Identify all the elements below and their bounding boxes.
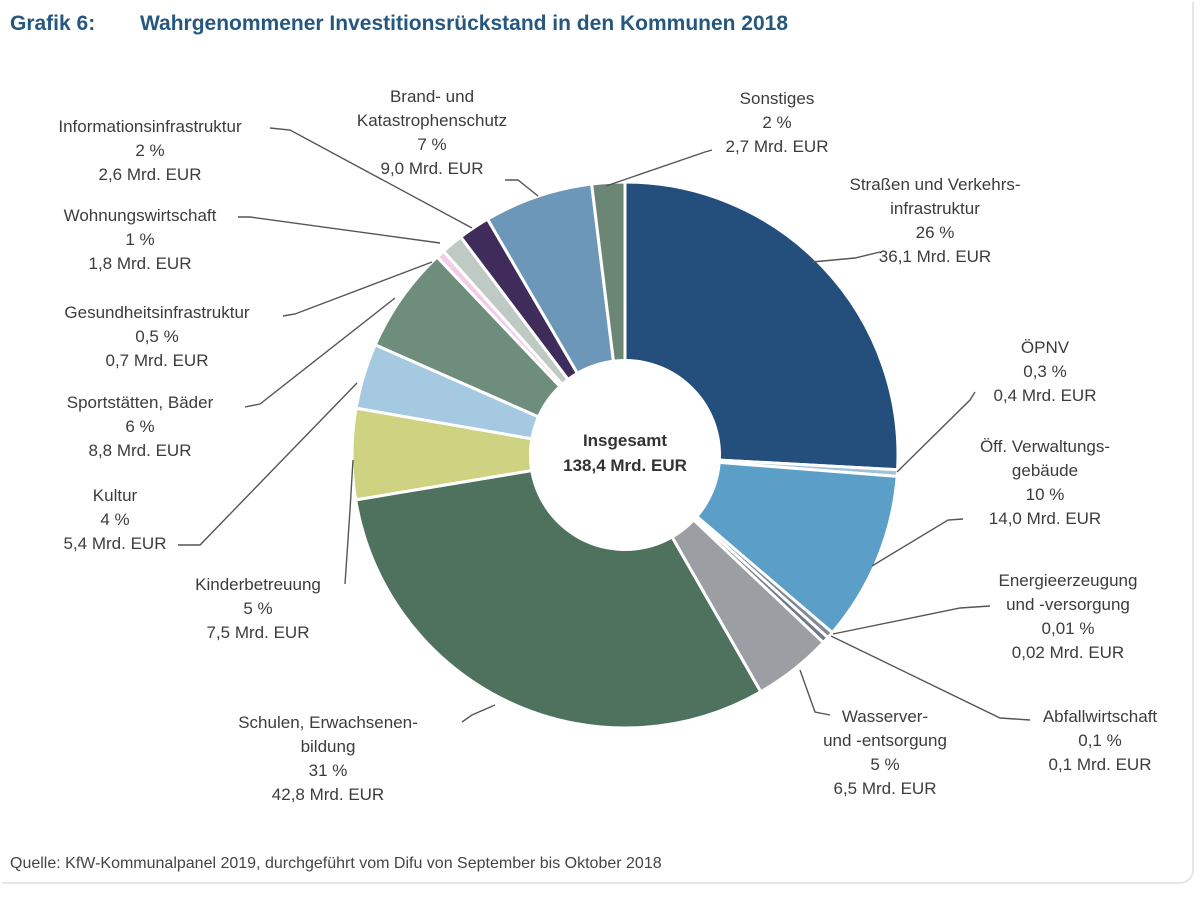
slice-label-energieerzeugung-und-versorgung-line-2: und -versorgung <box>1006 595 1130 614</box>
center-label-total: 138,4 Mrd. EUR <box>563 456 687 475</box>
figure-number: Grafik 6: <box>10 12 96 35</box>
leader-line-sportstaetten-baeder <box>244 297 396 408</box>
slice-label-sportstaetten-baeder-line-2: 6 % <box>125 417 154 436</box>
slice-label-oepnv-line-1: ÖPNV <box>1021 338 1070 357</box>
leader-line-strassen-und-verkehrsinfrastruktur <box>811 251 881 263</box>
slice-label-energieerzeugung-und-versorgung-line-3: 0,01 % <box>1042 619 1095 638</box>
center-label-title: Insgesamt <box>583 431 667 450</box>
slice-label-abfallwirtschaft-line-2: 0,1 % <box>1078 731 1121 750</box>
slice-label-abfallwirtschaft-line-3: 0,1 Mrd. EUR <box>1049 755 1152 774</box>
leader-line-kultur <box>178 382 358 546</box>
slice-label-gesundheitsinfrastruktur-line-2: 0,5 % <box>135 327 178 346</box>
slice-label-kultur-line-3: 5,4 Mrd. EUR <box>64 534 167 553</box>
chart-card <box>2 2 1194 884</box>
slice-label-oeff-verwaltungsgebaeude-line-3: 10 % <box>1026 485 1065 504</box>
slice-label-kinderbetreuung-line-1: Kinderbetreuung <box>195 575 321 594</box>
slice-label-oepnv-line-2: 0,3 % <box>1023 362 1066 381</box>
slice-label-strassen-und-verkehrsinfrastruktur-line-2: infrastruktur <box>890 199 980 218</box>
slice-label-schulen-erwachsenenbildung-line-4: 42,8 Mrd. EUR <box>272 785 384 804</box>
leader-line-sonstiges <box>605 149 713 187</box>
slice-labels: Straßen und Verkehrs-infrastruktur 26 % 36… <box>58 87 1157 804</box>
slice-label-kultur-line-2: 4 % <box>100 510 129 529</box>
slice-label-strassen-und-verkehrsinfrastruktur-line-4: 36,1 Mrd. EUR <box>879 247 991 266</box>
slice-label-oeff-verwaltungsgebaeude-line-4: 14,0 Mrd. EUR <box>989 509 1101 528</box>
slice-label-wohnungswirtschaft-line-1: Wohnungswirtschaft <box>64 206 217 225</box>
slice-label-wasserver-und-entsorgung-line-4: 6,5 Mrd. EUR <box>834 779 937 798</box>
leader-line-informationsinfrastruktur <box>269 127 473 229</box>
leader-line-oepnv <box>896 391 976 473</box>
leader-line-oeff-verwaltungsgebaeude <box>871 518 964 567</box>
leader-line-kinderbetreuung <box>344 459 354 585</box>
slice-label-schulen-erwachsenenbildung-line-2: bildung <box>301 737 356 756</box>
slice-label-sportstaetten-baeder-line-3: 8,8 Mrd. EUR <box>89 441 192 460</box>
leader-line-wasserver-und-entsorgung <box>799 669 831 716</box>
slice-label-informationsinfrastruktur-line-2: 2 % <box>135 141 164 160</box>
slice-label-energieerzeugung-und-versorgung-line-1: Energieerzeugung <box>999 571 1138 590</box>
leader-line-wohnungswirtschaft <box>238 216 441 244</box>
leader-lines <box>178 127 1031 723</box>
slice-label-energieerzeugung-und-versorgung-line-4: 0,02 Mrd. EUR <box>1012 643 1124 662</box>
slice-label-brand-und-katastrophenschutz-line-4: 9,0 Mrd. EUR <box>381 159 484 178</box>
slice-label-oeff-verwaltungsgebaeude-line-1: Öff. Verwaltungs- <box>980 437 1110 456</box>
slice-label-informationsinfrastruktur-line-1: Informationsinfrastruktur <box>58 117 242 136</box>
figure-title: Wahrgenommener Investitionsrückstand in … <box>140 12 789 35</box>
leader-line-abfallwirtschaft <box>830 635 1031 721</box>
slice-label-sonstiges-line-3: 2,7 Mrd. EUR <box>726 137 829 156</box>
slice-label-kultur-line-1: Kultur <box>93 486 138 505</box>
slice-label-sonstiges-line-2: 2 % <box>762 113 791 132</box>
leader-line-gesundheitsinfrastruktur <box>282 261 433 317</box>
slice-label-gesundheitsinfrastruktur-line-1: Gesundheitsinfrastruktur <box>64 303 250 322</box>
slice-label-wasserver-und-entsorgung-line-1: Wasserver- <box>842 707 928 726</box>
slice-label-wasserver-und-entsorgung-line-2: und -entsorgung <box>823 731 947 750</box>
slice-label-oepnv-line-3: 0,4 Mrd. EUR <box>994 386 1097 405</box>
slice-label-brand-und-katastrophenschutz-line-3: 7 % <box>417 135 446 154</box>
slice-label-kinderbetreuung-line-2: 5 % <box>243 599 272 618</box>
chart-title: Grafik 6: Wahrgenommener Investitionsrück… <box>10 12 788 36</box>
donut-hole <box>529 359 721 551</box>
slice-label-strassen-und-verkehrsinfrastruktur-line-3: 26 % <box>916 223 955 242</box>
slice-label-wohnungswirtschaft-line-2: 1 % <box>125 230 154 249</box>
slice-label-wasserver-und-entsorgung-line-3: 5 % <box>870 755 899 774</box>
slice-label-sportstaetten-baeder-line-1: Sportstätten, Bäder <box>67 393 214 412</box>
slice-label-schulen-erwachsenenbildung-line-3: 31 % <box>309 761 348 780</box>
source-note: Quelle: KfW-Kommunalpanel 2019, durchgef… <box>10 855 662 872</box>
slice-label-strassen-und-verkehrsinfrastruktur-line-1: Straßen und Verkehrs- <box>849 175 1020 194</box>
slice-label-brand-und-katastrophenschutz-line-1: Brand- und <box>390 87 474 106</box>
slice-label-informationsinfrastruktur-line-3: 2,6 Mrd. EUR <box>99 165 202 184</box>
slice-label-oeff-verwaltungsgebaeude-line-2: gebäude <box>1012 461 1078 480</box>
leader-line-schulen-erwachsenenbildung <box>461 704 496 723</box>
slice-label-sonstiges-line-1: Sonstiges <box>740 89 815 108</box>
slice-label-gesundheitsinfrastruktur-line-3: 0,7 Mrd. EUR <box>106 351 209 370</box>
slice-label-brand-und-katastrophenschutz-line-2: Katastrophenschutz <box>357 111 507 130</box>
leader-line-energieerzeugung-und-versorgung <box>832 605 991 635</box>
slice-label-abfallwirtschaft-line-1: Abfallwirtschaft <box>1043 707 1158 726</box>
slice-label-schulen-erwachsenenbildung-line-1: Schulen, Erwachsenen- <box>238 713 418 732</box>
leader-line-brand-und-katastrophenschutz <box>505 179 539 197</box>
slice-label-wohnungswirtschaft-line-3: 1,8 Mrd. EUR <box>89 254 192 273</box>
slice-label-kinderbetreuung-line-3: 7,5 Mrd. EUR <box>207 623 310 642</box>
